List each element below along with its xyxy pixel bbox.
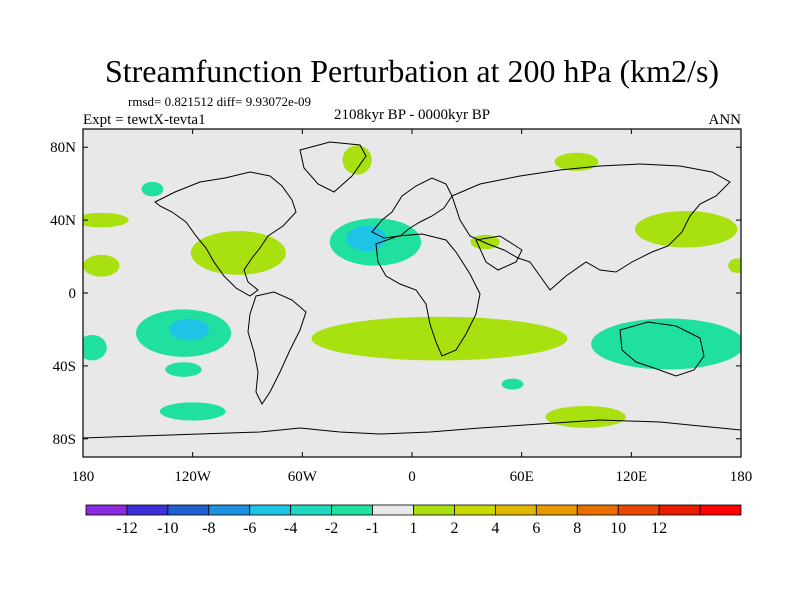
coast-north-america [154,171,297,297]
colorbar: -12 -10 -8 -6 -4 -2 -1 1 2 4 6 8 10 12 [85,504,742,537]
contour-region-10 [728,258,741,273]
y-tick-label-3: 40S [53,359,76,375]
contour-region-0 [342,145,372,175]
coast-antarctica [83,419,741,439]
colorbar-label-2: -8 [202,520,215,537]
colorbar-label-4: -4 [284,520,297,537]
contour-region-5 [190,231,286,275]
chart-title: Streamfunction Perturbation at 200 hPa (… [105,53,719,89]
colorbar-label-6: -1 [366,520,379,537]
x-tick-label-1: 120W [174,469,212,485]
stats-label: rmsd= 0.821512 diff= 9.93072e-09 [128,94,311,109]
contour-region-1 [141,181,164,197]
colorbar-swatch-5 [290,504,333,516]
contour-region-3 [83,212,129,228]
contour-region-7 [346,225,387,252]
colorbar-swatch-9 [454,504,496,516]
contour-region-14 [165,362,202,377]
colorbar-label-9: 4 [491,520,499,537]
colorbar-swatch-3 [208,504,251,516]
colorbar-label-13: 12 [651,520,667,537]
x-tick-label-6: 180 [730,469,753,485]
colorbar-swatch-12 [576,504,619,516]
colorbar-swatch-10 [494,504,537,516]
colorbar-label-11: 8 [573,520,581,537]
axis-ticks: 180 120W 60W 0 60E 120E 180 80N 40N 0 40S 80S [50,129,752,485]
colorbar-swatch-8 [413,504,455,516]
contour-region-13 [83,334,107,361]
coastlines [83,141,741,439]
map-area: 180 120W 60W 0 60E 120E 180 80N 40N 0 40S 80S [50,128,752,485]
x-tick-label-2: 60W [288,469,318,485]
colorbar-swatch-15 [699,504,742,516]
coast-south-america [247,291,307,405]
colorbar-swatch-1 [126,504,169,516]
x-tick-label-0: 180 [72,469,95,485]
coast-africa [375,233,481,357]
contour-region-9 [634,211,738,248]
contour-region-19 [545,405,626,428]
y-tick-label-2: 0 [69,286,77,302]
colorbar-swatch-7 [372,504,414,516]
colorbar-swatch-11 [535,504,578,516]
contour-region-2 [554,152,599,171]
colorbar-label-1: -10 [157,520,178,537]
colorbar-label-7: 1 [410,520,418,537]
colorbar-swatch-0 [85,504,128,516]
coast-australia [619,321,705,377]
colorbar-label-8: 2 [450,520,458,537]
colorbar-swatch-2 [167,504,210,516]
map-background [83,129,741,457]
colorbar-label-10: 6 [532,520,540,537]
coast-asia [451,163,731,291]
colorbar-label-3: -6 [243,520,256,537]
colorbar-swatch-6 [331,504,373,516]
colorbar-swatch-13 [617,504,660,516]
y-tick-label-1: 40N [50,213,76,229]
colorbar-label-5: -2 [325,520,338,537]
contour-region-15 [311,316,568,361]
x-tick-label-4: 60E [510,469,534,485]
colorbar-swatch-14 [658,504,701,516]
contour-regions [83,145,741,428]
y-tick-label-0: 80N [50,140,76,156]
y-tick-label-4: 80S [53,432,76,448]
season-label: ANN [709,112,742,128]
x-tick-label-5: 120E [615,469,647,485]
contour-region-17 [591,318,741,370]
coast-arabia [475,235,523,271]
contour-region-16 [501,378,524,390]
colorbar-label-0: -12 [116,520,137,537]
contour-region-18 [159,402,226,421]
contour-region-12 [168,318,210,341]
contour-region-4 [83,254,120,277]
experiment-label: Expt = tewtX-tevta1 [83,112,206,128]
colorbar-label-12: 10 [610,520,626,537]
colorbar-swatch-4 [249,504,292,516]
period-label: 2108kyr BP - 0000kyr BP [334,107,490,123]
coast-greenland [299,141,367,193]
x-tick-label-3: 0 [408,469,416,485]
